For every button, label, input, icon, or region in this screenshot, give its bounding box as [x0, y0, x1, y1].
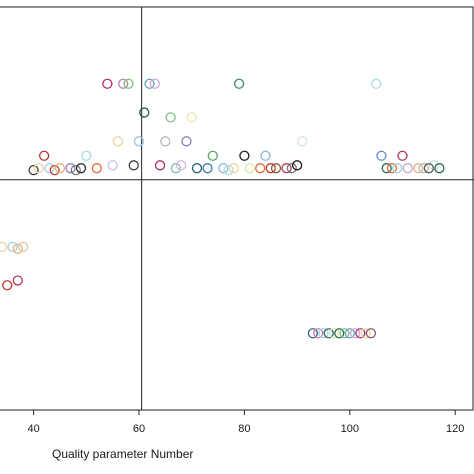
data-point — [91, 163, 102, 174]
data-point — [165, 112, 176, 123]
data-point — [107, 160, 118, 171]
data-point — [328, 328, 340, 339]
data-point — [428, 160, 440, 171]
data-point — [144, 78, 155, 89]
x-axis-ticks: 40 60 80 100 120 — [27, 410, 464, 435]
data-point — [154, 160, 166, 171]
data-point — [12, 275, 23, 286]
data-point — [434, 163, 445, 174]
data-point — [160, 136, 171, 147]
data-point — [381, 163, 392, 174]
data-point — [186, 112, 197, 123]
data-point — [397, 150, 408, 161]
data-point — [255, 163, 266, 174]
data-point — [128, 160, 139, 171]
data-point — [12, 243, 23, 254]
data-point — [70, 164, 81, 176]
data-point — [418, 163, 429, 174]
data-point — [139, 107, 150, 118]
data-point — [260, 150, 271, 161]
x-tick-label: 100 — [341, 423, 359, 435]
data-points — [0, 78, 445, 339]
data-point — [233, 78, 245, 89]
x-tick-label: 60 — [133, 423, 145, 435]
data-point — [370, 78, 382, 89]
x-tick-label: 80 — [238, 423, 250, 435]
data-point — [133, 136, 145, 147]
data-point — [218, 163, 229, 174]
data-point — [339, 328, 350, 339]
data-point — [376, 150, 387, 161]
data-point — [102, 78, 113, 89]
data-point — [17, 241, 29, 253]
data-point — [392, 163, 403, 174]
data-point — [334, 328, 345, 339]
data-point — [360, 328, 371, 339]
x-tick-label: 120 — [446, 423, 464, 435]
data-point — [355, 328, 366, 339]
data-point — [313, 328, 324, 339]
data-point — [118, 78, 129, 89]
data-point — [244, 163, 255, 174]
x-tick-label: 40 — [27, 423, 39, 435]
x-axis-title: Quality parameter Number — [52, 447, 193, 461]
data-point — [181, 136, 192, 147]
data-point — [75, 163, 87, 174]
data-point — [270, 163, 282, 174]
data-point — [386, 163, 398, 174]
data-point — [423, 163, 435, 174]
data-point — [413, 163, 424, 174]
data-point — [81, 150, 92, 161]
data-point — [28, 164, 39, 176]
data-point — [54, 163, 66, 174]
data-point — [323, 328, 334, 339]
data-point — [307, 328, 319, 339]
data-point — [281, 163, 292, 174]
plot-frame — [0, 6, 474, 411]
data-point — [191, 163, 203, 174]
data-point — [0, 241, 8, 253]
data-point — [265, 163, 276, 174]
data-point — [223, 164, 234, 176]
data-point — [49, 164, 60, 176]
data-point — [7, 241, 18, 253]
data-point — [402, 163, 413, 174]
data-point — [176, 160, 187, 171]
data-point — [149, 78, 160, 89]
data-point — [365, 328, 377, 339]
data-point — [207, 150, 218, 161]
data-point — [202, 163, 213, 174]
data-point — [44, 163, 55, 174]
data-point — [228, 163, 240, 174]
data-point — [38, 150, 50, 161]
data-point — [349, 328, 361, 339]
data-point — [112, 136, 124, 147]
data-point — [318, 328, 329, 339]
data-point — [286, 163, 297, 174]
data-point — [33, 163, 45, 174]
data-point — [65, 163, 76, 174]
data-point — [297, 136, 308, 147]
data-point — [123, 78, 134, 89]
data-point — [2, 280, 13, 291]
data-point — [170, 163, 182, 174]
data-point — [344, 328, 355, 339]
data-point — [291, 160, 303, 171]
data-point — [239, 150, 250, 161]
